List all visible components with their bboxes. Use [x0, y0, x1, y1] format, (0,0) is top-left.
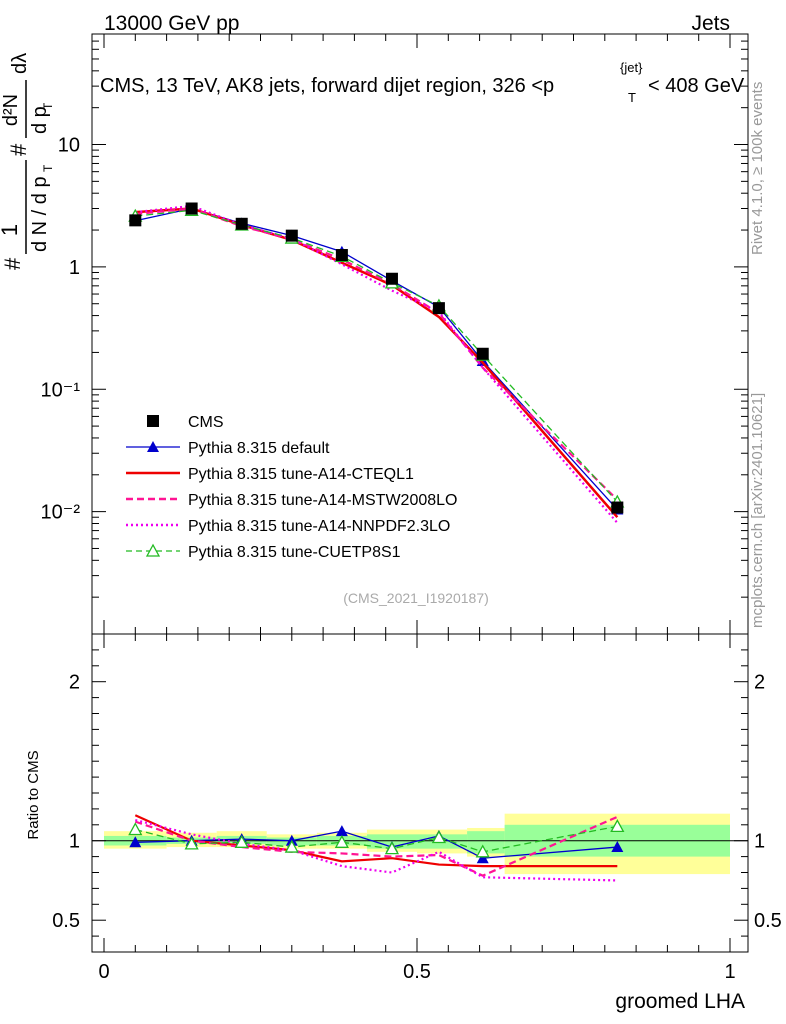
ratio-series: [128, 814, 625, 882]
legend-label-nnpdf: Pythia 8.315 tune-A14-NNPDF2.3LO: [188, 518, 450, 535]
ratio-panel: 0.5 0.51 12 2 0 0.5 1: [52, 633, 782, 983]
legend-label-default: Pythia 8.315 default: [188, 440, 330, 457]
title-end: < 408 GeV: [648, 75, 745, 97]
cms-point: [432, 302, 445, 315]
ratio-marker-0: [611, 841, 624, 853]
ylabel-hash-2: #: [6, 143, 31, 156]
ylabel-hash: #: [0, 257, 25, 270]
cms-point: [285, 229, 298, 242]
cms-point: [235, 217, 248, 230]
rivet-label: Rivet 4.1.0, ≥ 100k events: [749, 82, 766, 255]
energy-label: 13000 GeV pp: [104, 12, 239, 35]
process-label: Jets: [691, 12, 730, 35]
y-tick-label: 10: [58, 135, 80, 157]
main-y-ticks: 10 1 10⁻¹ 10⁻²: [41, 33, 748, 635]
ratio-marker-4: [475, 844, 490, 858]
ratio-y-tick-label-right: 2: [754, 672, 765, 694]
cms-point: [385, 272, 398, 285]
legend-label-cteql1: Pythia 8.315 tune-A14-CTEQL1: [188, 466, 414, 483]
cms-point: [129, 214, 142, 227]
ylabel-frac2-den: d p: [29, 106, 51, 134]
cms-point: [476, 347, 489, 360]
legend-label-cuetp8s1: Pythia 8.315 tune-CUETP8S1: [188, 544, 401, 561]
ratio-marker-4: [334, 834, 349, 848]
legend-marker-cuetp8s1: [145, 543, 161, 557]
y-tick-label: 10⁻¹: [41, 379, 81, 401]
series-line-4: [135, 209, 618, 503]
ratio-y-tick-label-right: 1: [754, 831, 765, 853]
ratio-frame: [91, 633, 749, 953]
y-tick-label: 1: [69, 257, 80, 279]
ylabel-frac-num: 1: [0, 224, 22, 236]
series-line-0: [135, 207, 618, 510]
title-main: CMS, 13 TeV, AK8 jets, forward dijet reg…: [100, 75, 554, 97]
main-ylabel: # 1 d N / d p T # d²N d p T dλ: [0, 53, 55, 270]
title-sub: T: [628, 90, 636, 105]
ylabel-frac-den: d N / d p: [29, 176, 51, 252]
legend-marker-default: [147, 441, 159, 452]
ratio-marker-0: [335, 825, 348, 837]
legend-label-mstw: Pythia 8.315 tune-A14-MSTW2008LO: [188, 492, 457, 509]
ratio-band-inner: [467, 831, 505, 854]
cms-point: [185, 202, 198, 215]
main-panel: 10 1 10⁻¹ 10⁻²: [41, 33, 749, 635]
legend-label-cms: CMS: [188, 414, 224, 431]
ratio-x-ticks: 0 0.5 1: [98, 634, 736, 983]
ratio-line-1: [134, 814, 618, 868]
ratio-marker-4: [234, 834, 249, 848]
main-x-ticks: [103, 34, 731, 634]
ratio-marker-0: [476, 852, 489, 864]
cms-point: [335, 249, 348, 262]
legend-marker-cms: [147, 415, 159, 427]
y-tick-label: 10⁻²: [41, 502, 81, 524]
analysis-id: (CMS_2021_I1920187): [343, 590, 489, 606]
ratio-y-ticks: 0.5 0.5 1 1 2 2: [52, 649, 782, 937]
ratio-y-tick-label-right: 0.5: [754, 910, 782, 932]
x-tick-label: 0: [98, 961, 109, 983]
ylabel-frac2-den-sub: T: [41, 102, 55, 110]
title-sup: {jet}: [620, 60, 643, 75]
x-tick-label: 1: [724, 961, 735, 983]
ratio-y-tick-label-left: 0.5: [52, 910, 80, 932]
legend: CMS Pythia 8.315 default Pythia 8.315 tu…: [126, 414, 457, 561]
ratio-marker-4: [128, 822, 143, 836]
series-line-1: [135, 207, 619, 519]
ratio-marker-0: [129, 836, 142, 848]
ratio-marker-4: [184, 836, 199, 850]
cms-point: [611, 501, 624, 514]
ratio-line-3: [135, 818, 618, 882]
ratio-marker-4: [431, 830, 447, 844]
ylabel-frac2-num: d²N: [0, 94, 22, 126]
ratio-marker-4: [284, 839, 299, 853]
cms-points: [129, 202, 624, 514]
ylabel-dlambda: dλ: [9, 53, 31, 74]
ratio-y-tick-label-left: 1: [69, 831, 80, 853]
ratio-marker-4: [610, 819, 625, 833]
ratio-y-tick-label-left: 2: [69, 672, 80, 694]
x-axis-label: groomed LHA: [615, 990, 745, 1013]
ratio-marker-4: [384, 841, 400, 855]
mcplots-label: mcplots.cern.ch [arXiv:2401.10621]: [749, 393, 766, 628]
x-tick-label: 0.5: [403, 961, 431, 983]
ratio-ylabel: Ratio to CMS: [25, 750, 42, 839]
ylabel-frac-den-sub: T: [41, 164, 55, 172]
plot-title: CMS, 13 TeV, AK8 jets, forward dijet reg…: [100, 60, 745, 105]
ratio-line-2: [134, 815, 618, 877]
